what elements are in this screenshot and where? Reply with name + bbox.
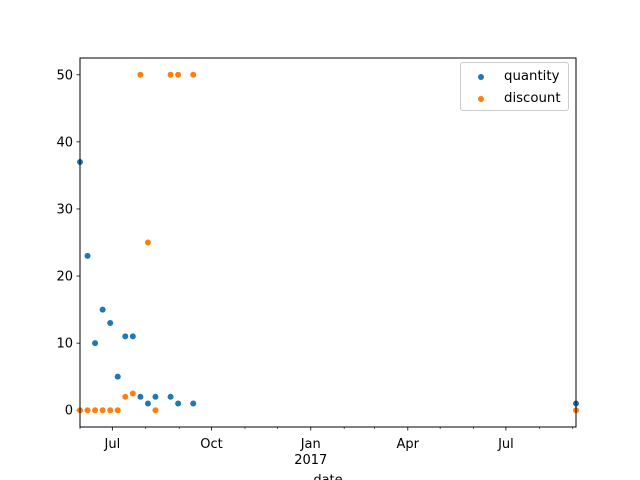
- y-tick-label: 30: [56, 202, 73, 217]
- plot-frame: [79, 57, 577, 428]
- x-tick-label: Jul: [104, 437, 121, 452]
- discount-point: [167, 71, 174, 78]
- discount-point: [99, 407, 106, 414]
- legend-label-quantity: quantity: [504, 69, 560, 84]
- discount-point: [137, 71, 144, 78]
- quantity-point: [190, 400, 197, 407]
- quantity-point: [92, 340, 99, 347]
- legend-entry-discount: discount: [461, 90, 568, 108]
- quantity-marker-icon: [478, 74, 484, 80]
- y-tick-label: 10: [56, 337, 73, 352]
- legend: quantity discount: [460, 62, 569, 111]
- discount-point: [114, 407, 121, 414]
- legend-entry-quantity: quantity: [461, 68, 568, 86]
- y-tick-label: 40: [56, 135, 73, 150]
- x-axis-label: date: [313, 473, 342, 480]
- y-tick-label: 20: [56, 270, 73, 285]
- legend-label-discount: discount: [504, 91, 561, 106]
- x-tick-label: Apr: [397, 437, 420, 452]
- y-tick-label: 50: [56, 68, 73, 83]
- quantity-point: [152, 393, 159, 400]
- discount-point: [129, 390, 136, 397]
- x-tick-label: Oct: [200, 437, 222, 452]
- discount-point: [92, 407, 99, 414]
- quantity-point: [144, 400, 151, 407]
- discount-point: [175, 71, 182, 78]
- discount-point: [152, 407, 159, 414]
- quantity-point: [175, 400, 182, 407]
- quantity-point: [107, 320, 114, 327]
- quantity-point: [167, 393, 174, 400]
- quantity-point: [122, 333, 129, 340]
- x-tick-label: Jul: [497, 437, 514, 452]
- discount-point: [84, 407, 91, 414]
- quantity-point: [84, 252, 91, 259]
- quantity-point: [114, 373, 121, 380]
- y-tick-label: 0: [65, 404, 73, 419]
- quantity-point: [137, 393, 144, 400]
- data-points: [77, 71, 579, 414]
- x-tick-label: Jan: [300, 437, 321, 452]
- discount-point: [107, 407, 114, 414]
- y-axis-ticks: 0 10 20 30 40 50: [56, 68, 80, 419]
- discount-marker-icon: [478, 96, 484, 102]
- discount-point: [190, 71, 197, 78]
- x-tick-sublabel: 2017: [294, 453, 327, 468]
- quantity-point: [129, 333, 136, 340]
- discount-point: [122, 393, 129, 400]
- quantity-point: [99, 306, 106, 313]
- discount-point: [144, 239, 151, 246]
